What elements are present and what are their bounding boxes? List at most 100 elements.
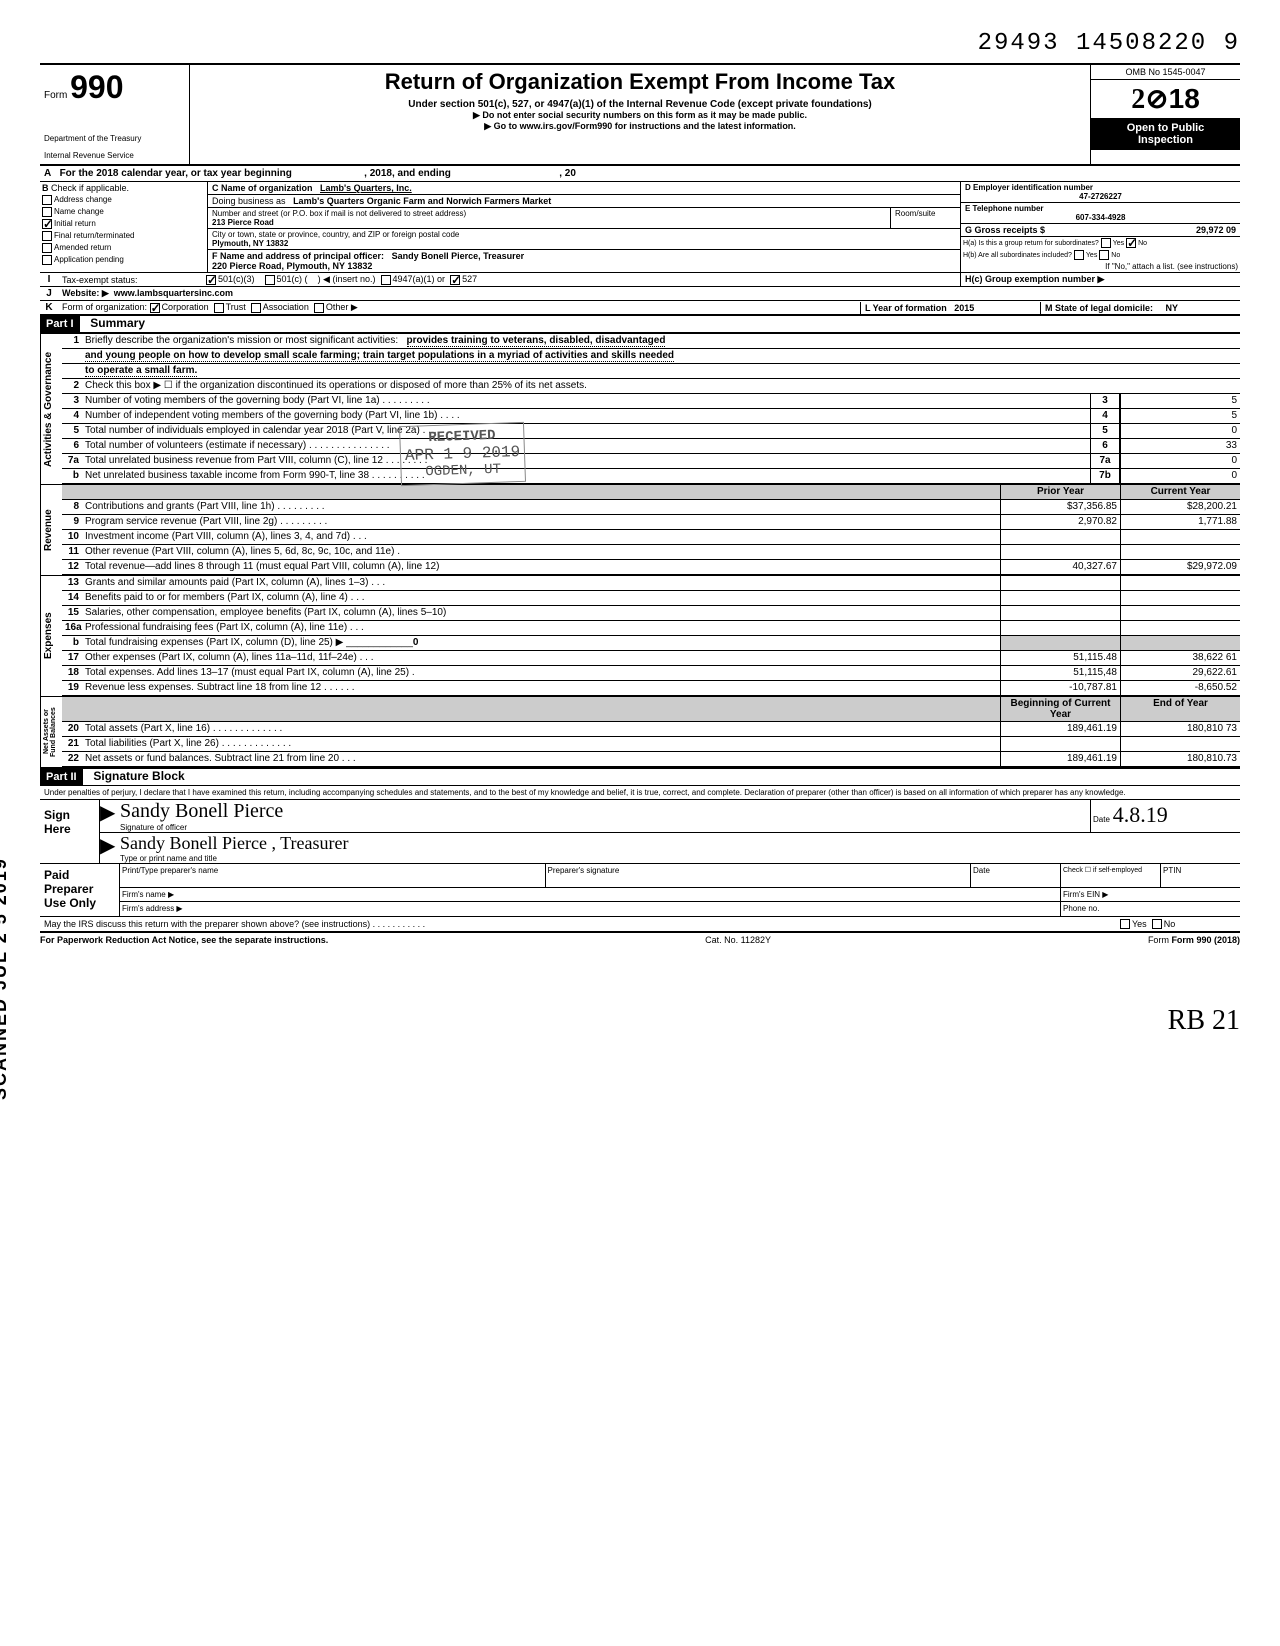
chk-name-change[interactable]	[42, 207, 52, 217]
l11: Other revenue (Part VIII, column (A), li…	[82, 545, 1000, 559]
chk-addr-change[interactable]	[42, 195, 52, 205]
chk-4947[interactable]	[381, 275, 391, 285]
paid-preparer: Paid Preparer Use Only	[40, 864, 120, 916]
lbl-527: 527	[462, 274, 477, 284]
label-b: B	[42, 183, 49, 193]
city-label: City or town, state or province, country…	[212, 230, 956, 239]
date-value: 4.8.19	[1113, 802, 1168, 827]
part1-hdr: Part I	[40, 316, 80, 332]
paperwork-notice: For Paperwork Reduction Act Notice, see …	[40, 935, 328, 945]
hb-yes: Yes	[1086, 252, 1097, 259]
p8: $37,356.85	[1000, 500, 1120, 514]
l16a: Professional fundraising fees (Part IX, …	[82, 621, 1000, 635]
website-label: Website: ▶	[62, 288, 109, 298]
form-of-label: Form of organization:	[62, 302, 147, 312]
chk-527[interactable]	[450, 275, 460, 285]
state-domicile-val: NY	[1166, 303, 1179, 313]
form-label: Form	[44, 90, 67, 101]
type-name-label: Type or print name and title	[120, 854, 1240, 863]
state-domicile-label: M State of legal domicile:	[1045, 303, 1153, 313]
label-e: E Telephone number	[965, 204, 1044, 213]
chk-assoc[interactable]	[251, 303, 261, 313]
firm-ein-label: Firm's EIN ▶	[1060, 888, 1240, 901]
dept-irs: Internal Revenue Service	[44, 151, 185, 160]
year-formation-val: 2015	[954, 303, 974, 313]
chk-corp[interactable]	[150, 303, 160, 313]
side-activities: Activities & Governance	[40, 334, 62, 484]
signature: Sandy Bonell Pierce	[120, 800, 1090, 823]
chk-other[interactable]	[314, 303, 324, 313]
l7a: Total unrelated business revenue from Pa…	[82, 454, 1090, 468]
label-f: F Name and address of principal officer:	[212, 251, 384, 261]
chk-amended[interactable]	[42, 243, 52, 253]
boy: Beginning of Current Year	[1011, 698, 1111, 720]
chk-discuss-yes[interactable]	[1120, 919, 1130, 929]
chk-ha-yes[interactable]	[1101, 238, 1111, 248]
l6: Total number of volunteers (estimate if …	[82, 439, 1090, 453]
chk-hb-no[interactable]	[1099, 250, 1109, 260]
lbl-other: Other ▶	[326, 302, 358, 312]
ha-yes: Yes	[1113, 240, 1124, 247]
hb-no: No	[1111, 252, 1120, 259]
l1-val2: and young people on how to develop small…	[85, 350, 674, 362]
date-label: Date	[1093, 815, 1110, 824]
h-b-label: H(b) Are all subordinates included?	[963, 252, 1072, 259]
chk-hb-yes[interactable]	[1074, 250, 1084, 260]
l14: Benefits paid to or for members (Part IX…	[82, 591, 1000, 605]
preparer-name-label: Print/Type preparer's name	[120, 864, 545, 887]
instructions-link: ▶ Go to www.irs.gov/Form990 for instruct…	[198, 121, 1082, 132]
label-i: I	[40, 274, 58, 285]
ha-no: No	[1138, 240, 1147, 247]
lbl-assoc: Association	[263, 302, 309, 312]
prior-year: Prior Year	[1037, 486, 1084, 497]
chk-discuss-no[interactable]	[1152, 919, 1162, 929]
firm-phone-label: Phone no.	[1060, 902, 1240, 916]
e22: 180,810.73	[1120, 752, 1240, 766]
year-formation-label: L Year of formation	[865, 303, 947, 313]
label-c: C Name of organization	[212, 183, 313, 193]
form-number: 990	[70, 69, 123, 105]
discuss-preparer: May the IRS discuss this return with the…	[40, 917, 1120, 931]
side-net-assets: Net Assets or Fund Balances	[40, 697, 62, 767]
tax-exempt-label: Tax-exempt status:	[58, 274, 206, 286]
b22: 189,461.19	[1000, 752, 1120, 766]
website-url: www.lambsquartersinc.com	[114, 288, 233, 298]
dba-label: Doing business as	[212, 196, 286, 206]
h-c-label: H(c) Group exemption number ▶	[965, 274, 1104, 284]
officer-addr: 220 Pierce Road, Plymouth, NY 13832	[212, 261, 372, 271]
lbl-4947: 4947(a)(1) or	[393, 274, 446, 284]
l21: Total liabilities (Part X, line 26) . . …	[82, 737, 1000, 751]
dln-number: 29493 14508220 9	[40, 30, 1240, 57]
lbl-addr-change: Address change	[54, 195, 112, 204]
label-a: A	[44, 168, 51, 179]
org-name: Lamb's Quarters, Inc.	[320, 183, 412, 193]
chk-ha-no[interactable]	[1126, 238, 1136, 248]
lbl-final: Final return/terminated	[54, 231, 134, 240]
chk-501c3[interactable]	[206, 275, 216, 285]
lbl-501c3: 501(c)(3)	[218, 274, 255, 284]
form-header: Form 990 Department of the Treasury Inte…	[40, 63, 1240, 166]
l4: Number of independent voting members of …	[82, 409, 1090, 423]
chk-501c[interactable]	[265, 275, 275, 285]
handwritten-note: RB 21	[40, 1005, 1240, 1037]
chk-trust[interactable]	[214, 303, 224, 313]
l13: Grants and similar amounts paid (Part IX…	[82, 576, 1000, 590]
year-prefix: 2⊘	[1131, 84, 1168, 115]
c9: 1,771.88	[1120, 515, 1240, 529]
c17: 38,622 61	[1120, 651, 1240, 665]
lbl-app-pending: Application pending	[54, 255, 124, 264]
discuss-no: No	[1164, 919, 1176, 929]
street-value: 213 Pierce Road	[212, 218, 274, 227]
h-a-label: H(a) Is this a group return for subordin…	[963, 240, 1099, 247]
chk-final[interactable]	[42, 231, 52, 241]
c8: $28,200.21	[1120, 500, 1240, 514]
sign-here: Sign Here	[40, 800, 100, 863]
ein-value: 47-2726227	[965, 192, 1236, 201]
preparer-date-label: Date	[970, 864, 1060, 887]
chk-initial[interactable]	[42, 219, 52, 229]
l22: Net assets or fund balances. Subtract li…	[82, 752, 1000, 766]
tax-year-begin: For the 2018 calendar year, or tax year …	[60, 168, 292, 179]
p18: 51,115,48	[1000, 666, 1120, 680]
l19: Revenue less expenses. Subtract line 18 …	[82, 681, 1000, 695]
chk-app-pending[interactable]	[42, 255, 52, 265]
